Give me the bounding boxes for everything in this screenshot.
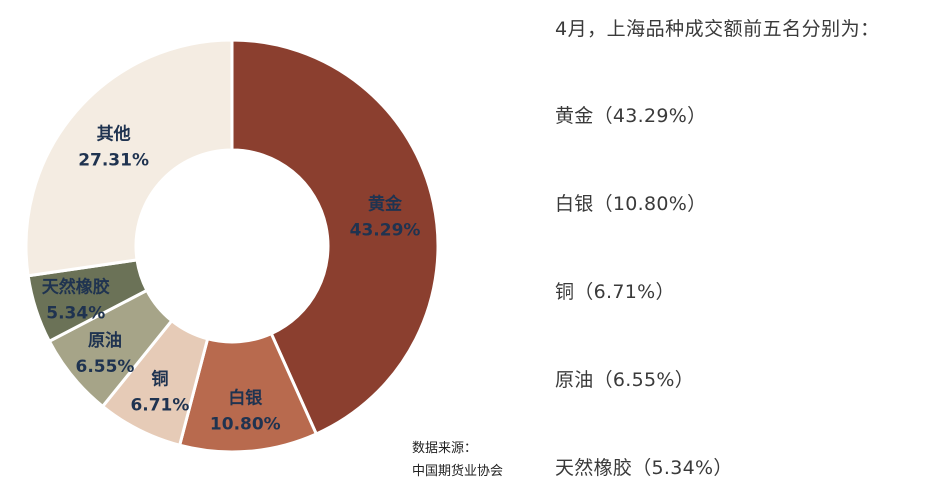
slice-label-copper: 铜 (151, 369, 168, 390)
slice-value-crude-oil: 6.55% (75, 357, 134, 377)
slice-value-gold: 43.29% (350, 220, 421, 240)
donut-chart: 黄金 43.29% 白银 10.80% 铜 6.71% 原油 6.55% 天然橡胶 5.34% 其他… (24, 38, 440, 454)
slice-value-silver: 10.80% (210, 414, 281, 434)
summary-item-copper: 铜（6.71%） (555, 281, 675, 303)
summary-item-silver: 白银（10.80%） (555, 193, 707, 215)
slice-value-other: 27.31% (78, 151, 149, 171)
slice-value-copper: 6.71% (130, 396, 189, 416)
summary-item-crude-oil: 原油（6.55%） (555, 369, 695, 391)
source-label: 数据来源： (412, 441, 478, 456)
summary-item-gold: 黄金（43.29%） (555, 105, 707, 127)
summary-item-rubber: 天然橡胶（5.34%） (555, 457, 733, 479)
slice-label-crude-oil: 原油 (88, 330, 122, 351)
source-name: 中国期货业协会 (412, 464, 504, 479)
slice-label-rubber: 天然橡胶 (42, 277, 110, 298)
summary-title: 4月，上海品种成交额前五名分别为： (555, 18, 880, 40)
slice-label-other: 其他 (97, 124, 131, 145)
slice-other (24, 38, 234, 278)
slice-label-silver: 白银 (228, 387, 263, 408)
slice-gold (230, 38, 440, 436)
slice-value-rubber: 5.34% (46, 304, 105, 324)
slice-label-gold: 黄金 (368, 193, 403, 214)
